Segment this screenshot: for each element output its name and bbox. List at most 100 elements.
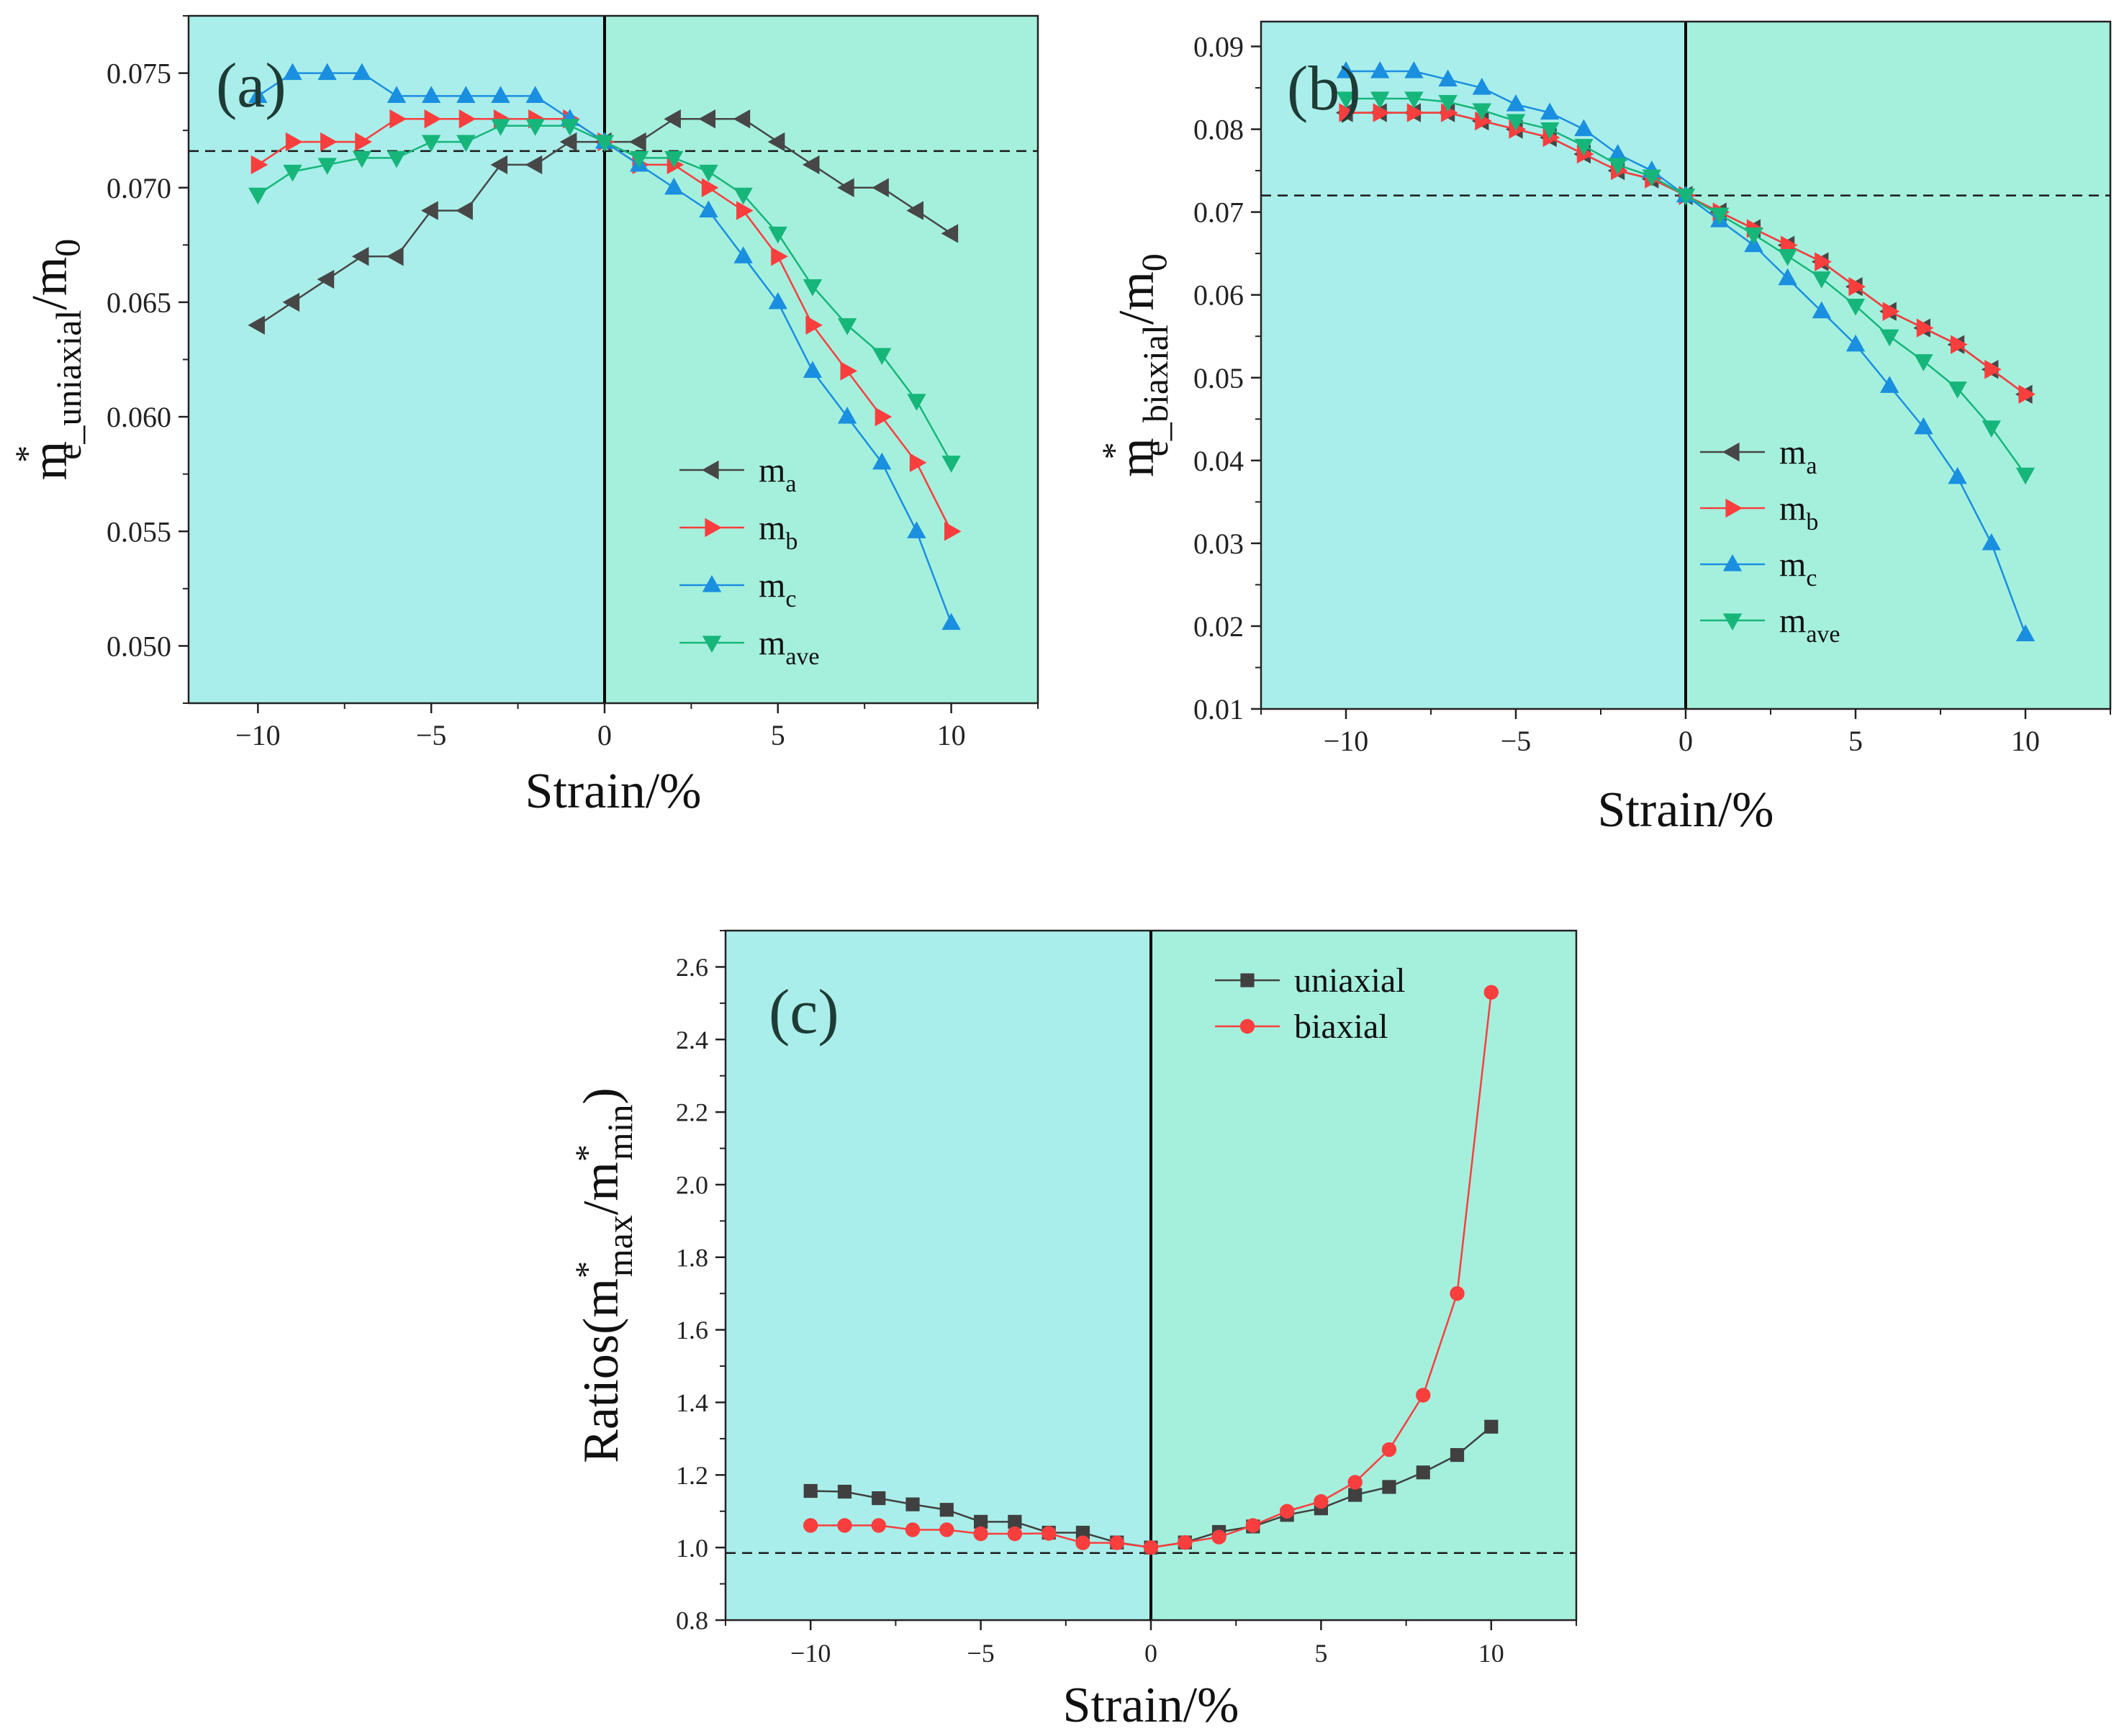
data-point-mave bbox=[803, 279, 823, 297]
data-point-biaxial bbox=[1450, 1286, 1465, 1301]
y-tick-label: 1.0 bbox=[676, 1534, 708, 1563]
y-tick-label: 1.6 bbox=[676, 1316, 708, 1344]
data-point-biaxial bbox=[837, 1518, 852, 1533]
y-tick-label: 1.4 bbox=[676, 1388, 708, 1417]
data-point-mave bbox=[768, 226, 787, 244]
data-point-uniaxial bbox=[1008, 1514, 1022, 1529]
legend-sub: ave bbox=[1806, 621, 1840, 648]
data-point-mb bbox=[875, 407, 893, 427]
data-point-mc bbox=[456, 86, 476, 104]
legend-sub: a bbox=[1806, 453, 1817, 479]
y-tick-label: 0.065 bbox=[107, 286, 171, 319]
data-point-mc bbox=[1845, 334, 1866, 352]
y-tick-label: 2.2 bbox=[676, 1098, 708, 1127]
data-point-biaxial bbox=[1347, 1475, 1363, 1490]
data-point-ma bbox=[802, 155, 820, 175]
data-point-uniaxial bbox=[837, 1484, 852, 1499]
data-point-mb bbox=[250, 155, 268, 175]
data-point-mave bbox=[941, 456, 961, 473]
data-point-mc bbox=[1438, 69, 1458, 87]
legend-label: mave bbox=[759, 624, 820, 670]
y-label-sub: 0 bbox=[1134, 253, 1174, 271]
data-point-mave bbox=[1336, 91, 1356, 109]
legend-name: m bbox=[759, 566, 785, 605]
data-point-mc bbox=[907, 521, 926, 538]
data-point-mc bbox=[1574, 119, 1594, 137]
legend-marker bbox=[1239, 1018, 1255, 1034]
data-point-mc bbox=[1472, 78, 1492, 95]
y-label-sup: * bbox=[9, 446, 47, 463]
y-tick-label: 0.06 bbox=[1193, 279, 1244, 312]
legend-marker bbox=[702, 636, 722, 654]
y-label-sup: * bbox=[569, 1144, 607, 1162]
data-point-ma bbox=[941, 224, 959, 243]
panel-label: (c) bbox=[769, 977, 839, 1047]
data-point-mave bbox=[1540, 122, 1560, 140]
data-point-ma bbox=[906, 201, 924, 220]
data-point-mc bbox=[803, 361, 823, 379]
data-point-biaxial bbox=[1143, 1540, 1159, 1555]
data-point-mb bbox=[1373, 103, 1391, 122]
data-point-ma bbox=[664, 109, 681, 129]
data-point-mb bbox=[2018, 384, 2036, 404]
series-mave bbox=[248, 119, 961, 473]
legend-item-mb: mb bbox=[679, 509, 798, 555]
data-point-mave bbox=[733, 187, 753, 205]
data-point-mave bbox=[1642, 169, 1662, 187]
y-label-sup: * bbox=[1095, 442, 1134, 459]
data-point-mave bbox=[1709, 207, 1730, 225]
data-point-uniaxial bbox=[1348, 1488, 1363, 1502]
data-point-biaxial bbox=[1211, 1529, 1226, 1545]
data-point-mb bbox=[389, 109, 407, 129]
x-tick-label: −10 bbox=[1324, 725, 1369, 757]
data-point-mave bbox=[872, 348, 892, 366]
y-tick-label: 0.07 bbox=[1193, 196, 1244, 229]
data-point-mc bbox=[317, 63, 337, 81]
legend-label: mc bbox=[1779, 546, 1817, 592]
legend-label: mb bbox=[759, 509, 798, 555]
data-point-mc bbox=[1812, 301, 1832, 319]
y-tick-label: 0.02 bbox=[1193, 610, 1244, 643]
data-point-mb bbox=[771, 247, 788, 266]
data-point-mave bbox=[1982, 420, 2002, 438]
data-point-mc bbox=[421, 86, 441, 104]
legend-name: uniaxial bbox=[1294, 962, 1406, 1000]
legend-sub: c bbox=[785, 586, 796, 612]
data-point-mb bbox=[1339, 103, 1357, 122]
data-point-ma bbox=[317, 269, 335, 289]
y-label-text: /m bbox=[574, 1162, 629, 1215]
data-point-mave bbox=[629, 150, 649, 168]
legend-label: mb bbox=[1779, 489, 1818, 535]
data-point-biaxial bbox=[1416, 1388, 1431, 1403]
legend: uniaxial biaxial bbox=[1215, 962, 1406, 1046]
data-point-mc bbox=[872, 452, 892, 470]
data-point-uniaxial bbox=[1382, 1480, 1396, 1494]
panel-a-uniaxial-chart: −10 −5 0 5 10 0.050 0.055 0.060 0.065 0.070 0.075 (… bbox=[9, 14, 1039, 819]
y-label-sub: max bbox=[600, 1215, 640, 1277]
data-point-mc bbox=[283, 63, 302, 81]
y-tick-label: 0.08 bbox=[1193, 114, 1244, 146]
data-point-mc bbox=[1336, 61, 1356, 78]
data-point-mc bbox=[525, 86, 545, 104]
data-point-biaxial bbox=[1075, 1535, 1090, 1550]
y-tick-label: 0.055 bbox=[107, 515, 171, 548]
data-point-mb bbox=[1951, 335, 1968, 354]
x-axis-label: Strain/% bbox=[525, 764, 702, 819]
series-mave bbox=[1336, 91, 2036, 485]
data-point-mave bbox=[907, 394, 926, 411]
data-point-mb bbox=[736, 201, 754, 220]
data-point-uniaxial bbox=[1450, 1447, 1465, 1463]
data-point-mave bbox=[1914, 354, 1933, 371]
legend-marker bbox=[1722, 553, 1743, 571]
data-point-mb bbox=[1916, 318, 1934, 338]
data-point-mave bbox=[664, 150, 684, 168]
y-label-text: m bbox=[22, 441, 78, 480]
data-point-mc bbox=[248, 86, 268, 104]
y-label-sup: * bbox=[569, 1261, 607, 1278]
panel-label: (b) bbox=[1287, 54, 1361, 124]
data-point-biaxial bbox=[871, 1518, 886, 1533]
data-point-mb bbox=[285, 132, 303, 152]
data-point-uniaxial bbox=[1416, 1465, 1430, 1480]
